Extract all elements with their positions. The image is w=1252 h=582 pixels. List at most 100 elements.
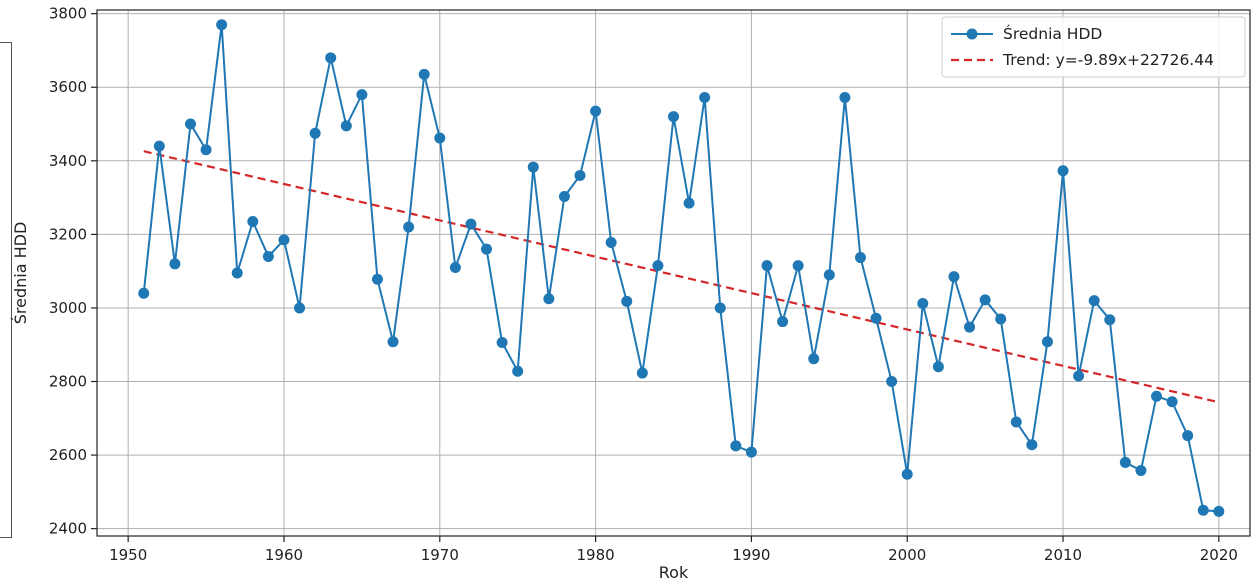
hdd-data-point — [964, 321, 976, 333]
hdd-data-point — [153, 140, 165, 152]
hdd-data-point — [745, 446, 757, 458]
y-tick-label: 2600 — [49, 446, 87, 464]
hdd-data-point — [543, 293, 555, 305]
x-axis-label: Rok — [659, 563, 689, 582]
hdd-data-point — [262, 250, 274, 262]
hdd-data-point — [465, 218, 477, 230]
hdd-data-point — [1182, 430, 1194, 442]
y-tick-label: 2400 — [49, 520, 87, 538]
hdd-data-point — [231, 267, 243, 279]
hdd-data-point — [761, 260, 773, 272]
hdd-data-point — [948, 271, 960, 283]
hdd-data-point — [1197, 504, 1209, 516]
hdd-data-point — [278, 234, 290, 246]
x-tick-label: 1970 — [421, 546, 459, 564]
x-tick-label: 1950 — [109, 546, 147, 564]
y-tick-label: 2800 — [49, 373, 87, 391]
hdd-data-point — [1135, 465, 1147, 477]
y-tick-label: 3400 — [49, 152, 87, 170]
hdd-data-point — [200, 144, 212, 156]
legend-entry-trend: Trend: y=-9.89x+22726.44 — [1002, 51, 1214, 69]
x-tick-label: 1960 — [265, 546, 303, 564]
hdd-data-point — [309, 127, 321, 139]
x-axis-ticks: 1950 1960 1970 1980 1990 2000 2010 2020 — [109, 536, 1238, 564]
hdd-data-point — [1104, 314, 1116, 326]
hdd-data-point — [496, 337, 508, 349]
hdd-data-point — [512, 365, 524, 377]
hdd-data-point — [839, 92, 851, 104]
hdd-data-point — [683, 197, 695, 209]
hdd-data-point — [792, 260, 804, 272]
series-layer — [138, 19, 1225, 517]
hdd-data-point — [590, 105, 602, 117]
x-tick-label: 1990 — [732, 546, 770, 564]
hdd-data-point — [216, 19, 228, 31]
hdd-data-point — [574, 170, 586, 182]
hdd-data-point — [418, 68, 430, 80]
hdd-data-point — [1026, 439, 1038, 451]
hdd-data-point — [1166, 396, 1178, 408]
hdd-data-point — [1073, 370, 1085, 382]
hdd-data-point — [1213, 505, 1225, 517]
plot-area — [96, 9, 1251, 537]
hdd-data-point — [340, 120, 352, 132]
x-tick-label: 2020 — [1200, 546, 1238, 564]
hdd-data-point — [356, 89, 368, 101]
y-axis-label: Średnia HDD — [11, 222, 30, 325]
x-tick-label: 1980 — [577, 546, 615, 564]
hdd-data-point — [1088, 295, 1100, 307]
hdd-data-point — [714, 302, 726, 314]
y-tick-label: 3000 — [49, 299, 87, 317]
hdd-data-point — [668, 111, 679, 123]
hdd-data-point — [1041, 336, 1053, 348]
hdd-data-point — [699, 92, 711, 104]
hdd-data-point — [730, 440, 742, 452]
hdd-data-point — [870, 312, 882, 324]
hdd-data-point — [901, 468, 913, 480]
hdd-data-point — [294, 302, 306, 314]
trend-line — [143, 150, 1220, 404]
hdd-data-point — [605, 236, 617, 248]
x-tick-label: 2000 — [888, 546, 926, 564]
hdd-data-point — [558, 190, 570, 202]
legend-entry-hdd: Średnia HDD — [1003, 24, 1102, 43]
hdd-data-point — [886, 376, 898, 388]
hdd-data-point — [621, 295, 633, 307]
hdd-data-point — [823, 269, 835, 281]
hdd-data-point — [138, 287, 150, 299]
hdd-data-point — [325, 52, 337, 64]
hdd-data-point — [917, 298, 929, 310]
hdd-data-point — [481, 243, 493, 255]
x-tick-label: 2010 — [1044, 546, 1082, 564]
y-axis-ticks: 2400 2600 2800 3000 3200 3400 3600 3800 — [49, 5, 97, 538]
hdd-data-point — [1010, 416, 1022, 428]
hdd-data-point — [932, 361, 944, 373]
hdd-data-point — [434, 132, 446, 144]
y-tick-label: 3200 — [49, 225, 87, 243]
y-tick-label: 3600 — [49, 78, 87, 96]
legend: Średnia HDD Trend: y=-9.89x+22726.44 — [941, 16, 1246, 78]
hdd-data-point — [636, 367, 648, 379]
y-tick-label: 3800 — [49, 5, 87, 23]
hdd-data-point — [777, 316, 789, 328]
hdd-data-point — [854, 252, 866, 264]
legend-box — [941, 16, 1246, 78]
hdd-data-point — [527, 161, 539, 173]
legend-swatch-marker-hdd — [966, 28, 978, 40]
hdd-data-point — [1119, 456, 1131, 468]
hdd-data-point — [184, 118, 196, 130]
hdd-data-point — [387, 336, 399, 348]
hdd-series-line — [142, 24, 1219, 513]
hdd-data-point — [247, 216, 259, 228]
hdd-data-point — [652, 260, 664, 272]
adjacent-panel-edge — [0, 42, 12, 538]
hdd-data-point — [371, 273, 383, 285]
hdd-data-point — [979, 294, 991, 306]
grid-lines — [97, 10, 1250, 536]
hdd-data-point — [808, 353, 820, 365]
hdd-data-point — [449, 261, 461, 273]
hdd-data-point — [169, 258, 181, 270]
hdd-data-point — [1057, 165, 1069, 177]
hdd-data-point — [995, 313, 1007, 325]
